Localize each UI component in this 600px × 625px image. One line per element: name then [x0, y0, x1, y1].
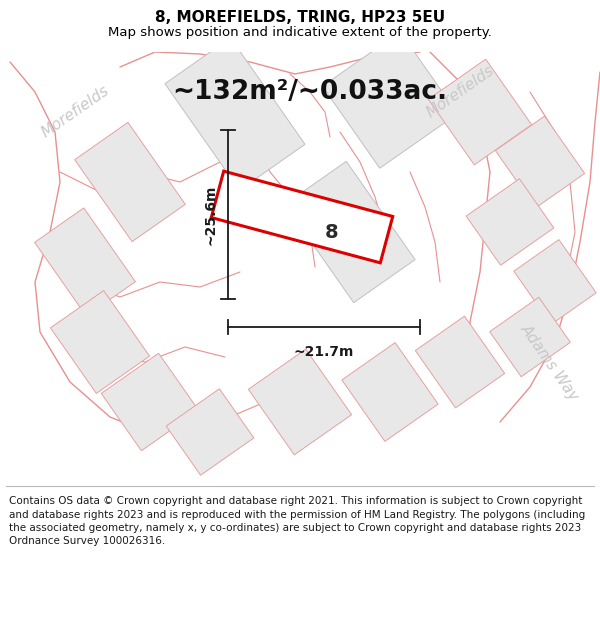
Polygon shape	[490, 298, 571, 377]
Text: ~25.6m: ~25.6m	[203, 184, 217, 244]
Text: Adams Way: Adams Way	[518, 321, 582, 403]
Polygon shape	[248, 349, 352, 455]
Polygon shape	[50, 291, 149, 393]
Polygon shape	[415, 316, 505, 408]
Polygon shape	[466, 179, 554, 265]
Polygon shape	[322, 32, 458, 168]
Polygon shape	[35, 208, 136, 316]
Polygon shape	[342, 342, 438, 441]
Polygon shape	[101, 353, 199, 451]
Polygon shape	[514, 239, 596, 324]
Text: ~21.7m: ~21.7m	[294, 345, 354, 359]
Polygon shape	[285, 161, 415, 302]
Polygon shape	[428, 59, 532, 165]
Text: 8: 8	[325, 222, 339, 241]
Polygon shape	[496, 116, 584, 208]
Text: 8, MOREFIELDS, TRING, HP23 5EU: 8, MOREFIELDS, TRING, HP23 5EU	[155, 11, 445, 26]
Polygon shape	[166, 389, 254, 475]
Text: Morefields: Morefields	[424, 63, 497, 121]
Text: Contains OS data © Crown copyright and database right 2021. This information is : Contains OS data © Crown copyright and d…	[9, 496, 585, 546]
Polygon shape	[211, 171, 393, 263]
Polygon shape	[74, 122, 185, 242]
Polygon shape	[165, 38, 305, 190]
Text: Map shows position and indicative extent of the property.: Map shows position and indicative extent…	[108, 26, 492, 39]
Text: Morefields: Morefields	[38, 83, 112, 141]
Text: ~132m²/~0.033ac.: ~132m²/~0.033ac.	[172, 79, 448, 105]
